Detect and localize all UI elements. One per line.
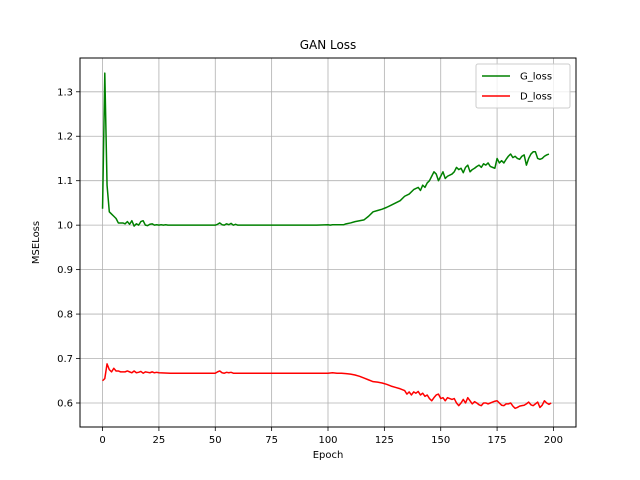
series-lines — [101, 72, 552, 410]
x-axis-ticks: 0 25 50 75 100 125 150 175 200 — [99, 427, 563, 446]
chart-title: GAN Loss — [300, 38, 357, 52]
y-tick-label: 1.1 — [57, 176, 73, 187]
y-tick-label: 1.2 — [57, 132, 73, 143]
x-tick-label: 75 — [265, 435, 278, 446]
x-tick-label: 50 — [209, 435, 222, 446]
x-tick-label: 175 — [488, 435, 507, 446]
x-tick-label: 125 — [375, 435, 394, 446]
legend-box — [475, 63, 571, 109]
series-line-g-loss — [101, 72, 550, 227]
y-tick-label: 1.3 — [57, 87, 73, 98]
y-axis-label: MSELoss — [31, 221, 42, 264]
x-tick-label: 100 — [318, 435, 337, 446]
x-tick-label: 0 — [99, 435, 105, 446]
legend: G_loss D_loss — [475, 63, 571, 109]
legend-label: D_loss — [520, 92, 552, 103]
x-tick-label: 150 — [431, 435, 450, 446]
y-axis-ticks: 0.6 0.7 0.8 0.9 1.0 1.1 1.2 1.3 — [57, 87, 80, 409]
y-tick-label: 1.0 — [57, 221, 73, 232]
series-line-d-loss — [102, 363, 552, 410]
x-tick-label: 200 — [544, 435, 563, 446]
y-tick-label: 0.7 — [57, 354, 73, 365]
x-tick-label: 25 — [153, 435, 166, 446]
y-tick-label: 0.8 — [57, 310, 73, 321]
y-tick-label: 0.9 — [57, 265, 73, 276]
x-axis-label: Epoch — [313, 450, 344, 461]
legend-label: G_loss — [520, 72, 552, 83]
y-tick-label: 0.6 — [57, 398, 73, 409]
